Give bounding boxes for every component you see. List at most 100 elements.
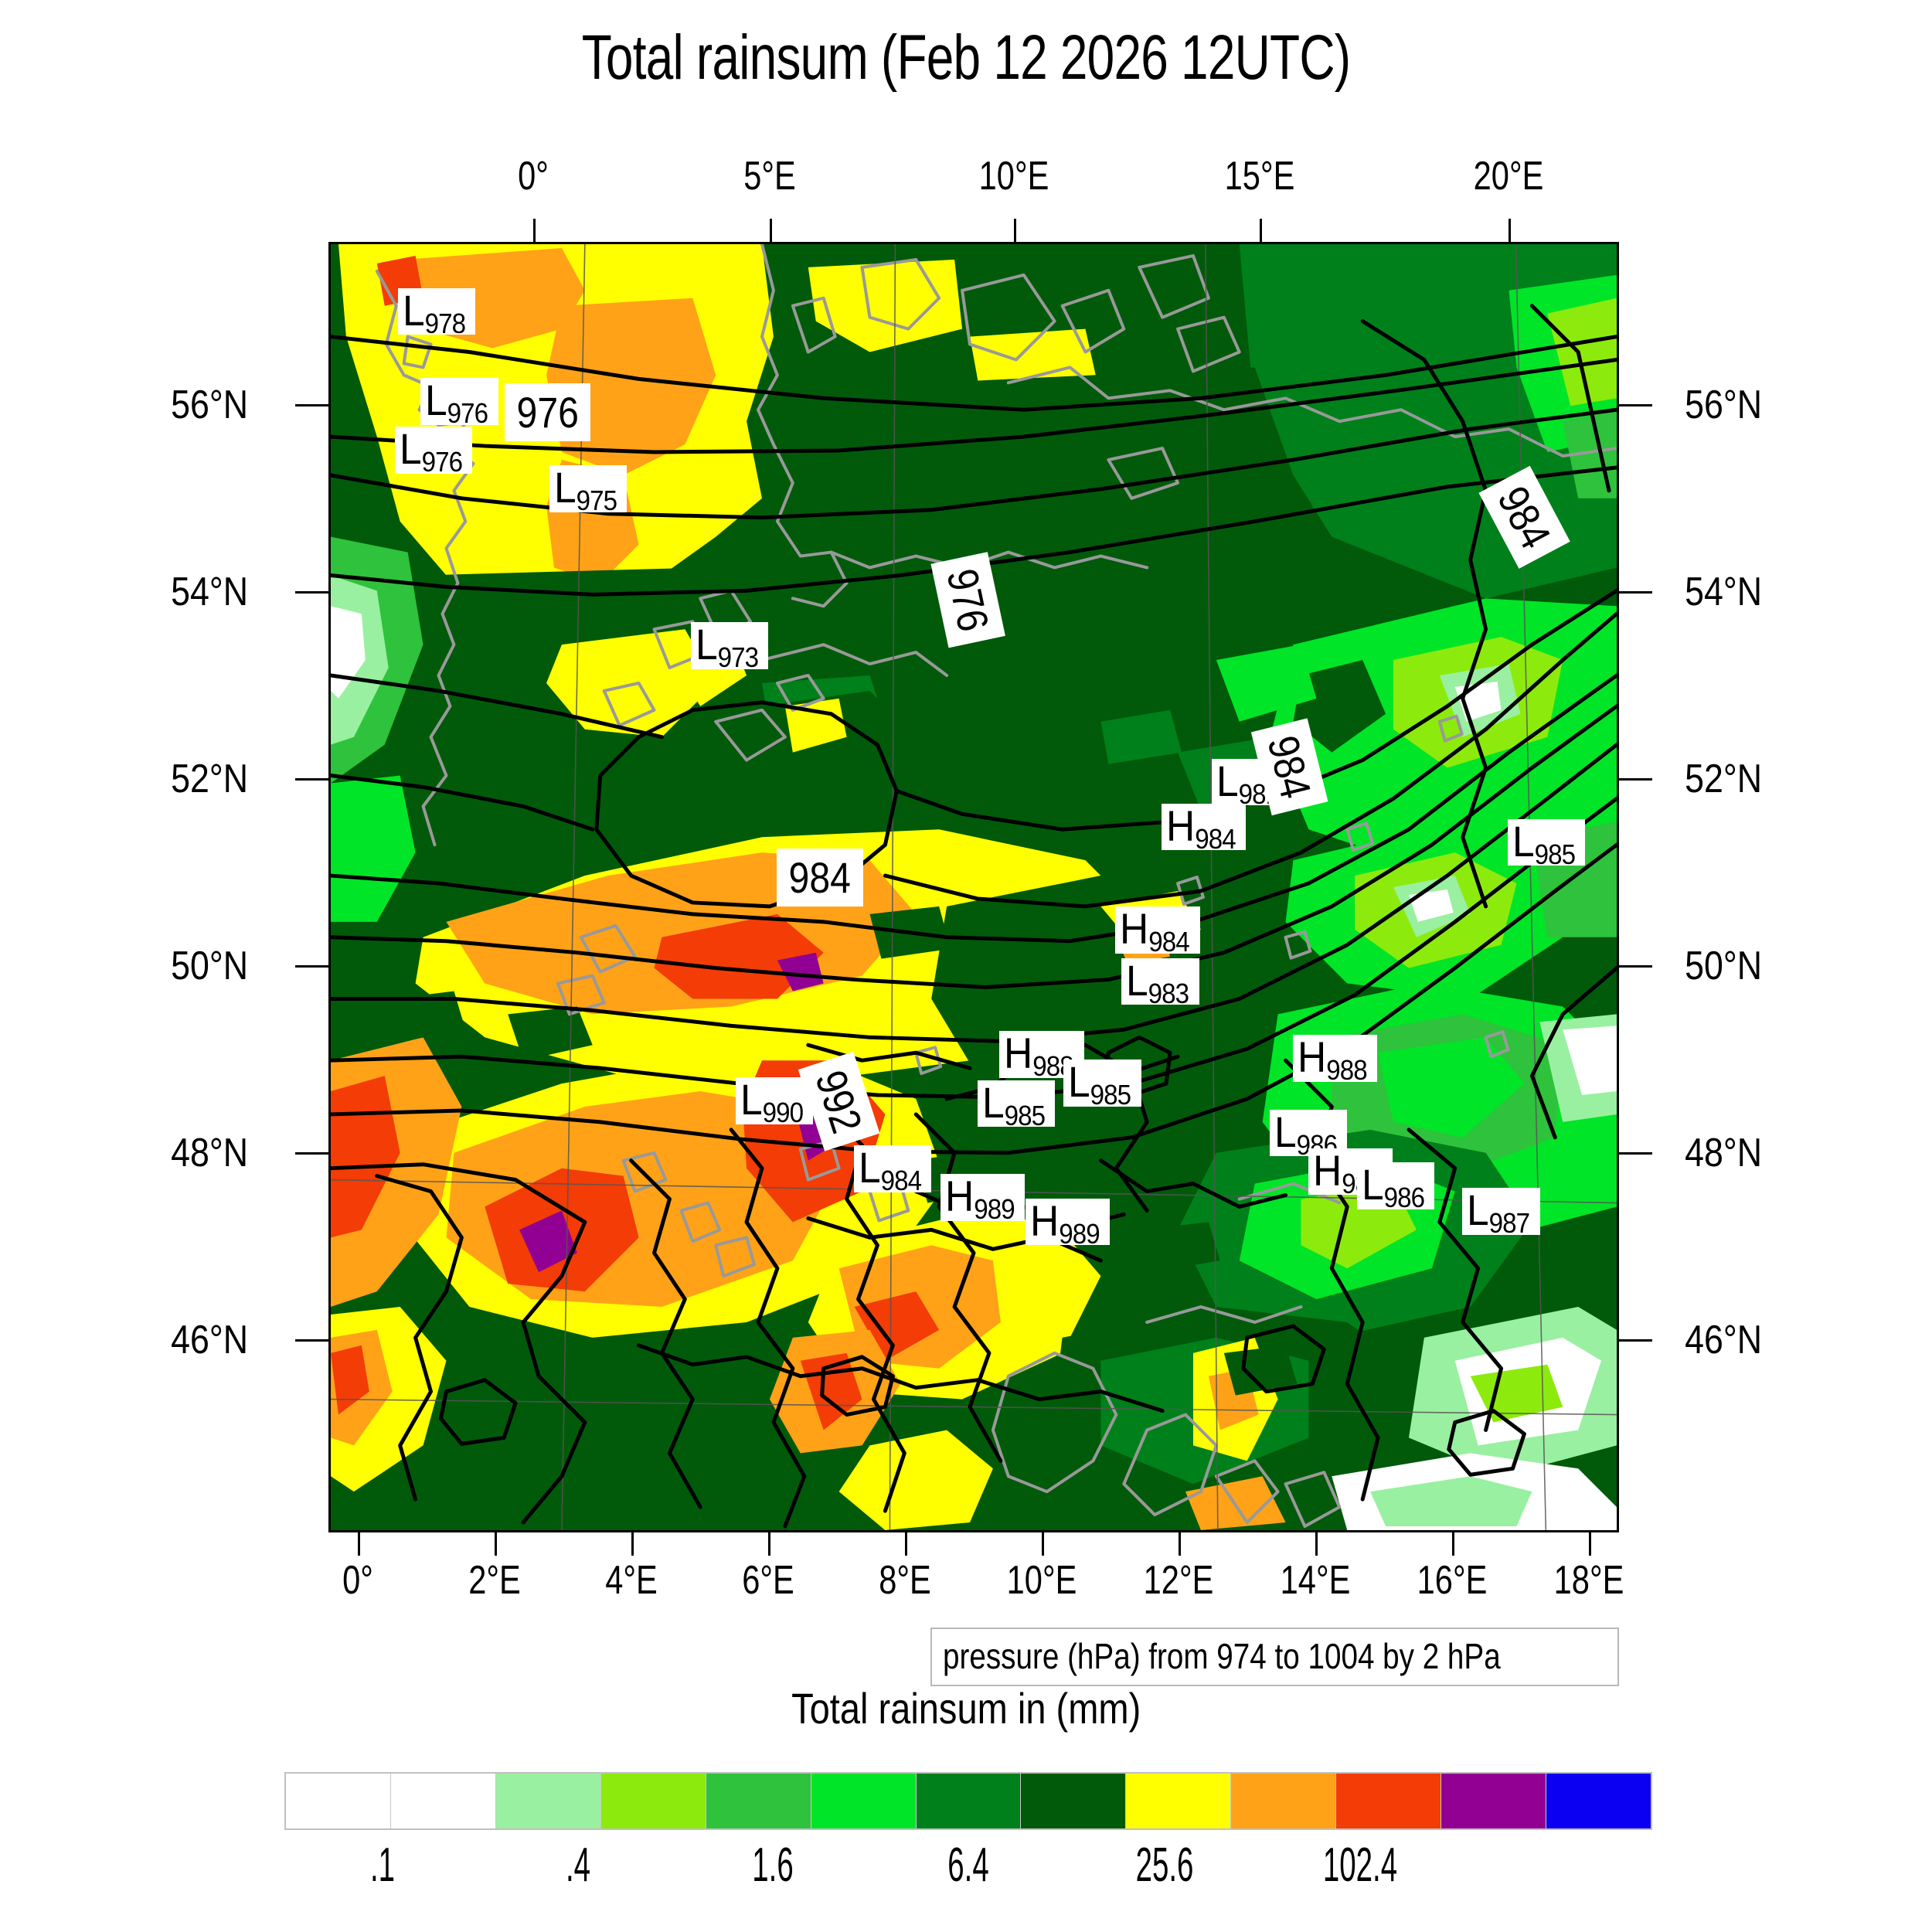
marker-type: L: [740, 1075, 763, 1124]
pressure-legend: pressure (hPa) from 974 to 1004 by 2 hPa: [930, 1628, 1619, 1686]
axis-tick-right: 48°N: [1685, 1131, 1763, 1175]
pressure-marker: L986: [1356, 1160, 1435, 1212]
pressure-marker: L976: [420, 376, 498, 427]
tick-mark-top: [1014, 219, 1016, 242]
colorbar-segment: [1546, 1774, 1651, 1828]
marker-value: 976: [447, 397, 488, 430]
marker-type: L: [981, 1077, 1005, 1127]
colorbar: [284, 1772, 1652, 1830]
marker-value: 984: [1195, 822, 1236, 855]
colorbar-segment: [495, 1774, 601, 1828]
axis-tick-top: 15°E: [1224, 154, 1295, 199]
axis-tick-right: 46°N: [1685, 1318, 1763, 1362]
axis-tick-bottom: 14°E: [1280, 1558, 1351, 1603]
tick-mark-left: [295, 1339, 329, 1342]
pressure-marker: L987: [1462, 1185, 1540, 1237]
axis-tick-right: 50°N: [1685, 944, 1763, 988]
colorbar-segment: [916, 1774, 1022, 1828]
colorbar-segment: [1441, 1774, 1547, 1828]
tick-mark-left: [295, 591, 329, 594]
tick-mark-bottom: [1589, 1532, 1591, 1556]
colorbar-tick: 25.6: [1135, 1838, 1194, 1892]
axis-tick-top: 20°E: [1473, 154, 1544, 199]
marker-type: L: [1361, 1160, 1384, 1209]
marker-value: 985: [1004, 1099, 1046, 1131]
marker-type: L: [425, 376, 448, 425]
pressure-marker: L990: [736, 1075, 814, 1127]
axis-tick-left: 46°N: [171, 1318, 249, 1362]
colorbar-segment: [600, 1774, 706, 1828]
tick-mark-top: [770, 219, 772, 242]
marker-type: L: [1216, 756, 1239, 805]
pressure-marker: L978: [397, 285, 475, 337]
axis-tick-top: 10°E: [978, 154, 1049, 199]
tick-mark-left: [295, 965, 329, 968]
marker-type: L: [1126, 955, 1149, 1005]
axis-tick-bottom: 2°E: [468, 1558, 521, 1603]
marker-type: L: [859, 1143, 881, 1192]
marker-type: H: [1029, 1196, 1059, 1245]
colorbar-title: Total rainsum in (mm): [791, 1684, 1141, 1733]
marker-type: L: [400, 424, 422, 474]
tick-mark-right: [1618, 778, 1652, 781]
tick-mark-right: [1618, 591, 1652, 594]
marker-value: 973: [717, 641, 759, 674]
colorbar-tick: .1: [369, 1838, 396, 1892]
tick-mark-right: [1618, 404, 1652, 406]
pressure-marker: L985: [1507, 818, 1585, 868]
pressure-marker: H989: [940, 1174, 1026, 1223]
marker-value: 990: [762, 1097, 804, 1129]
axis-tick-left: 48°N: [171, 1131, 249, 1175]
tick-mark-left: [295, 1152, 329, 1155]
map-plot-area: L978 L976 L976 L975 L973 L981 H984 L985 …: [328, 242, 1619, 1532]
marker-type: H: [1312, 1145, 1342, 1195]
marker-type: H: [1165, 801, 1196, 850]
marker-type: L: [402, 285, 425, 335]
colorbar-tick: 1.6: [752, 1838, 794, 1892]
tick-mark-bottom: [1179, 1532, 1181, 1556]
pressure-marker: L973: [690, 620, 769, 672]
axis-tick-right: 52°N: [1685, 757, 1763, 801]
marker-value: 985: [1534, 838, 1575, 870]
marker-type: L: [1467, 1185, 1489, 1235]
axis-tick-top: 5°E: [743, 154, 796, 199]
precipitation-heatmap: [331, 244, 1617, 1530]
marker-value: 989: [1058, 1217, 1100, 1250]
tick-mark-top: [1260, 219, 1262, 242]
marker-value: 984: [880, 1165, 922, 1197]
marker-type: L: [695, 620, 718, 669]
axis-tick-top: 0°: [518, 154, 549, 199]
colorbar-tick: .4: [565, 1838, 591, 1892]
axis-tick-left: 50°N: [171, 944, 249, 988]
marker-type: H: [1297, 1032, 1326, 1082]
axis-tick-bottom: 6°E: [742, 1558, 794, 1603]
pressure-marker: H988: [999, 1031, 1084, 1080]
axis-tick-bottom: 0°: [342, 1558, 373, 1603]
tick-mark-left: [295, 404, 329, 406]
pressure-marker: H984: [1115, 906, 1200, 955]
tick-mark-bottom: [905, 1532, 907, 1556]
isobar-label: 976: [504, 383, 591, 441]
tick-mark-bottom: [1042, 1532, 1044, 1556]
axis-tick-left: 56°N: [171, 383, 249, 427]
isobar-label: 984: [777, 849, 863, 907]
axis-tick-left: 54°N: [171, 570, 249, 614]
tick-mark-bottom: [768, 1532, 770, 1556]
marker-value: 989: [973, 1193, 1015, 1226]
pressure-legend-text: pressure (hPa) from 974 to 1004 by 2 hPa: [942, 1636, 1501, 1676]
tick-mark-bottom: [358, 1532, 360, 1556]
marker-type: L: [553, 463, 577, 512]
marker-value: 983: [1148, 977, 1189, 1009]
pressure-marker: L983: [1121, 955, 1199, 1007]
pressure-marker: L984: [854, 1143, 932, 1195]
axis-tick-bottom: 10°E: [1006, 1558, 1077, 1603]
axis-tick-bottom: 16°E: [1417, 1558, 1488, 1603]
marker-type: L: [1068, 1056, 1091, 1106]
colorbar-segment: [286, 1774, 391, 1828]
tick-mark-bottom: [495, 1532, 497, 1556]
pressure-marker: L975: [549, 463, 628, 515]
axis-tick-right: 56°N: [1685, 383, 1763, 427]
axis-tick-bottom: 12°E: [1143, 1558, 1214, 1603]
pressure-marker: H984: [1161, 801, 1247, 852]
pressure-marker: L985: [1063, 1056, 1141, 1108]
